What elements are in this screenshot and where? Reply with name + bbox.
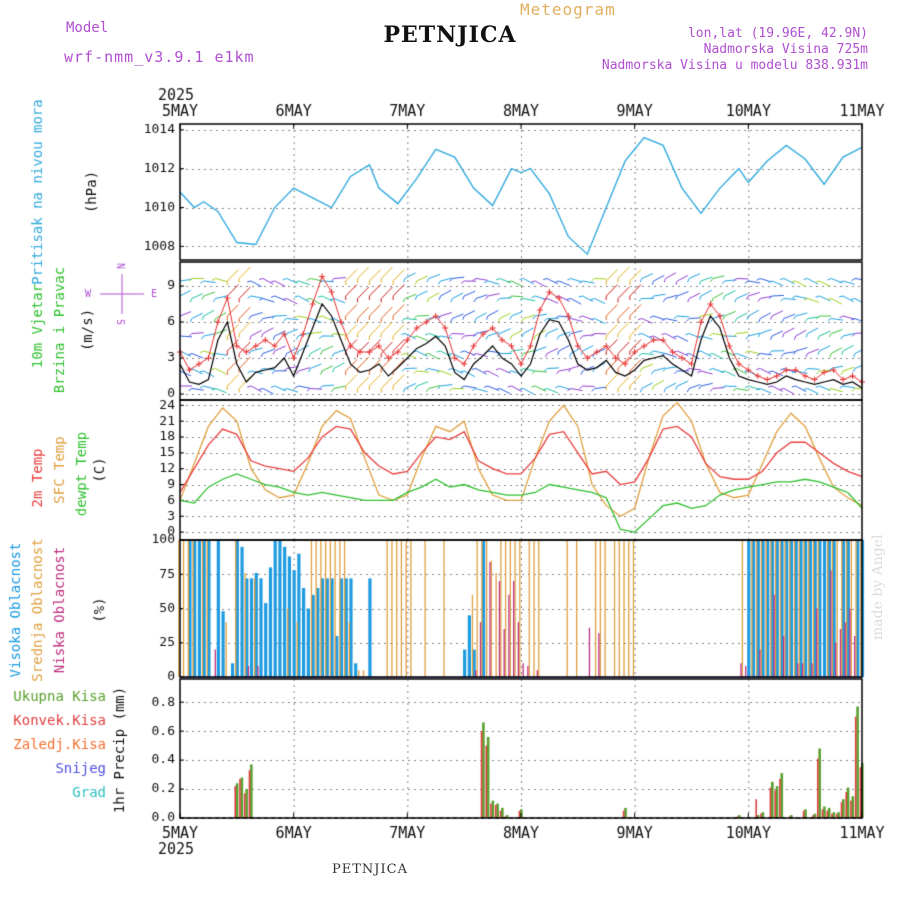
coords-label: lon,lat (19.96E, 42.9N) — [687, 26, 868, 41]
page-title: PETNJICA — [383, 22, 517, 48]
product-label: Meteogram — [520, 0, 616, 19]
model-name: wrf-nmm_v3.9.1 e1km — [64, 48, 255, 66]
footer-title: PETNJICA — [332, 862, 408, 877]
model-label: Model — [66, 20, 109, 36]
model-altitude-label: Nadmorska Visina u modelu 838.931m — [601, 58, 868, 73]
altitude-label: Nadmorska Visina 725m — [703, 42, 868, 57]
watermark: made by Angel — [870, 534, 886, 641]
